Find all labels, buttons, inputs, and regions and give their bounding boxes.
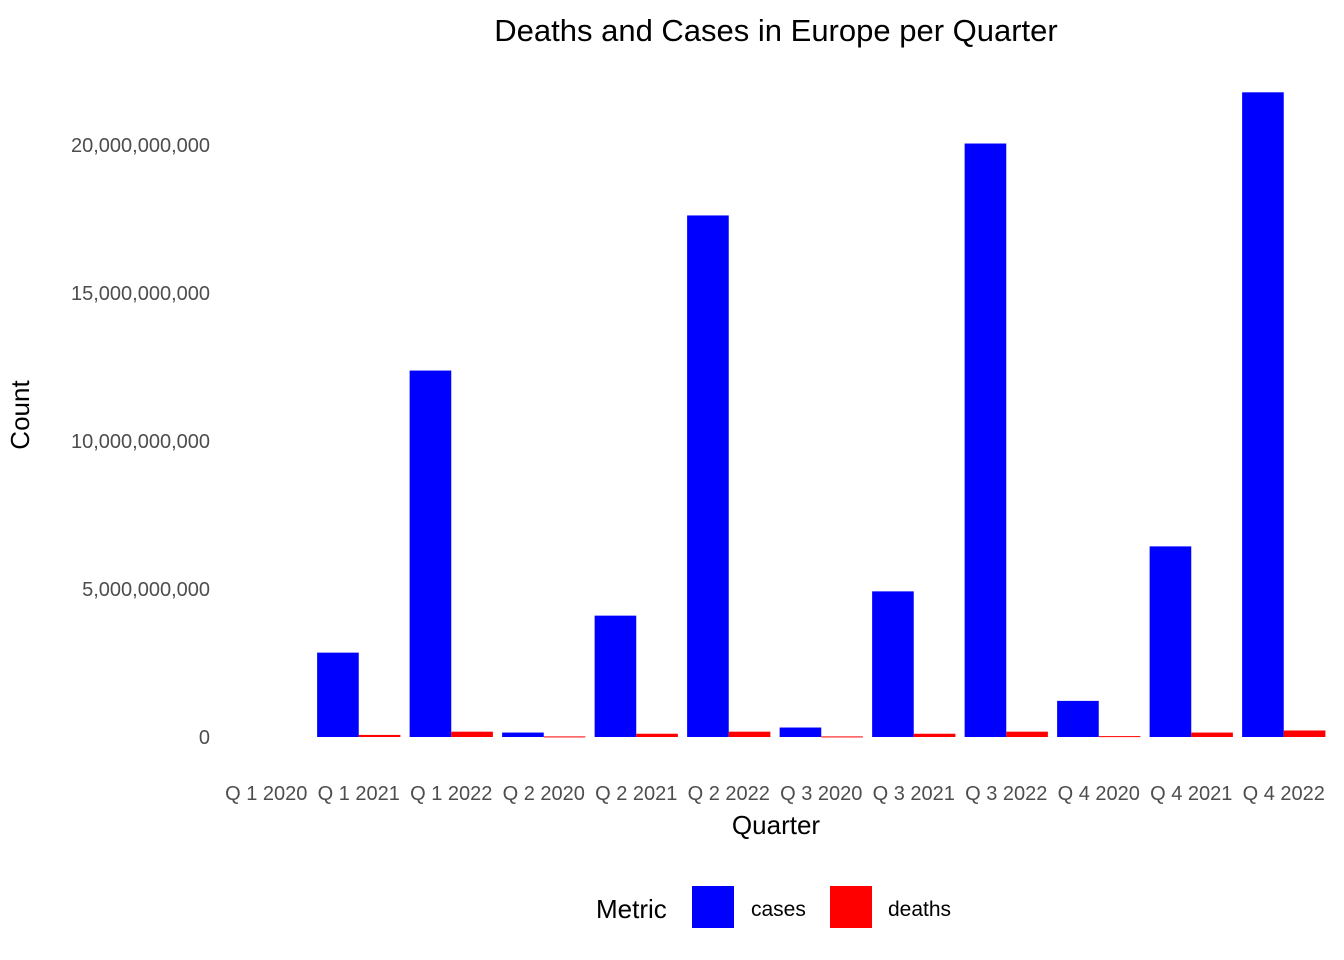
cases-bar	[409, 370, 452, 737]
x-tick-label: Q 4 2020	[1058, 783, 1140, 805]
legend-swatch-deaths	[830, 886, 872, 928]
x-tick-label: Q 4 2022	[1243, 783, 1325, 805]
x-tick-label: Q 3 2022	[965, 783, 1047, 805]
legend-swatch-cases	[692, 886, 734, 928]
legend: Metric cases deaths	[596, 886, 951, 928]
deaths-bar	[451, 731, 493, 737]
deaths-bar	[821, 736, 863, 738]
y-tick-label: 20,000,000,000	[71, 135, 210, 157]
deaths-bar	[1006, 731, 1048, 737]
cases-bar	[502, 732, 544, 737]
cases-bar	[1242, 92, 1284, 737]
deaths-bar	[913, 733, 956, 737]
chart-title: Deaths and Cases in Europe per Quarter	[494, 13, 1057, 48]
x-axis-title: Quarter	[732, 810, 820, 840]
cases-bar	[687, 215, 729, 737]
x-tick-label: Q 4 2021	[1150, 783, 1232, 805]
y-tick-label: 0	[199, 727, 210, 749]
x-tick-label: Q 1 2020	[225, 783, 307, 805]
deaths-bar	[1283, 730, 1326, 737]
plot-area	[317, 92, 1326, 738]
deaths-bar	[1098, 736, 1141, 738]
x-tick-label: Q 2 2020	[503, 783, 585, 805]
x-axis: Q 1 2020 Q 1 2021 Q 1 2022 Q 2 2020 Q 2 2021…	[225, 783, 1325, 805]
x-tick-label: Q 1 2021	[318, 783, 400, 805]
cases-bar	[779, 727, 822, 737]
cases-bar	[964, 143, 1007, 737]
cases-bar	[317, 652, 359, 737]
deaths-bar	[728, 731, 771, 737]
y-tick-label: 10,000,000,000	[71, 431, 210, 453]
cases-bar	[1057, 700, 1099, 737]
x-tick-label: Q 1 2022	[410, 783, 492, 805]
deaths-bar	[1191, 732, 1233, 737]
legend-label-cases: cases	[751, 898, 806, 921]
y-axis-title: Count	[5, 380, 35, 450]
y-axis: 0 5,000,000,000 10,000,000,000 15,000,000,0…	[71, 135, 210, 749]
legend-title: Metric	[596, 894, 667, 924]
deaths-bar	[543, 736, 586, 738]
y-tick-label: 5,000,000,000	[82, 579, 210, 601]
cases-bar	[1149, 546, 1192, 737]
x-tick-label: Q 2 2022	[688, 783, 770, 805]
x-tick-label: Q 2 2021	[595, 783, 677, 805]
y-tick-label: 15,000,000,000	[71, 283, 210, 305]
deaths-bar	[636, 733, 678, 737]
deaths-bar	[358, 734, 401, 737]
cases-bar	[872, 591, 914, 737]
x-tick-label: Q 3 2021	[873, 783, 955, 805]
legend-label-deaths: deaths	[888, 898, 951, 921]
cases-bar	[594, 615, 637, 737]
x-tick-label: Q 3 2020	[780, 783, 862, 805]
